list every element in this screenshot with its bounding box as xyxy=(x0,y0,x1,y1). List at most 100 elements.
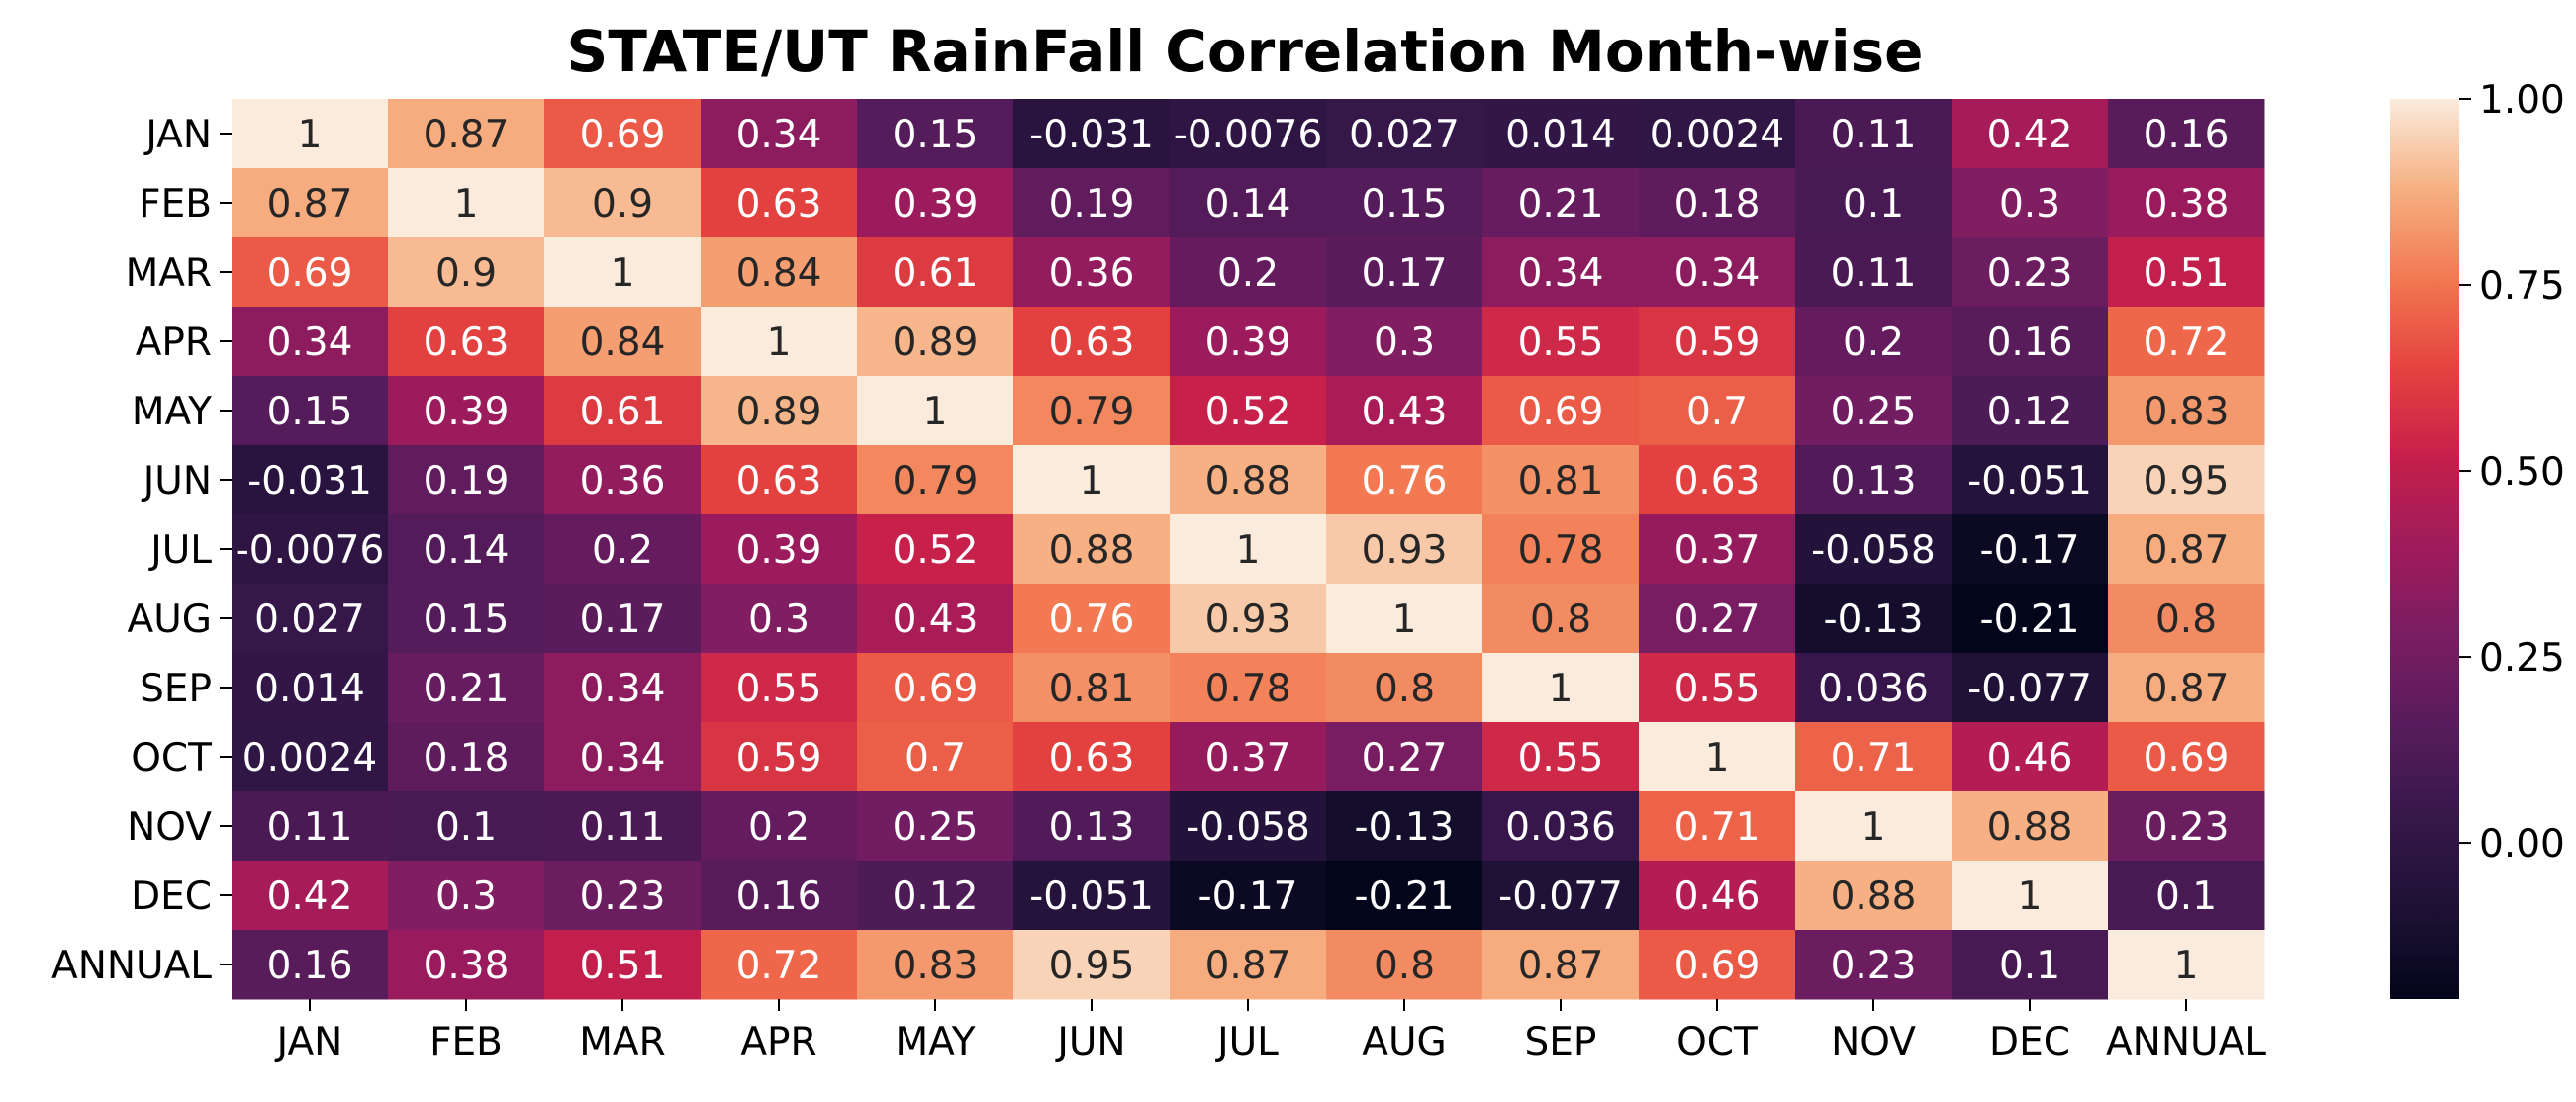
heatmap-cell xyxy=(857,237,1014,308)
heatmap-cell xyxy=(857,722,1014,792)
heatmap-cell xyxy=(1639,791,1796,862)
cell-value-label: 0.15 xyxy=(1362,182,1448,227)
cell-value-label: 0.36 xyxy=(1049,251,1135,296)
heatmap-cell xyxy=(1326,445,1483,515)
cell-value-label: 0.1 xyxy=(1999,944,2060,988)
heatmap-cell xyxy=(2108,722,2265,792)
cell-value-label: 0.78 xyxy=(1205,667,1291,711)
colorbar-tick-label: 0.75 xyxy=(2479,264,2565,309)
cell-value-label: 0.93 xyxy=(1362,528,1448,573)
heatmap-cell xyxy=(544,653,702,723)
cell-value-label: 0.8 xyxy=(1374,944,1435,988)
cell-annotations: 1 0.87 0.69 0.34 0.15 -0.031 -0.0076 0.027 0.014… xyxy=(236,113,2230,988)
colorbar: 1.00 0.75 0.50 0.25 0.00 xyxy=(2390,78,2565,999)
cell-value-label: 0.23 xyxy=(1987,251,2073,296)
heatmap-cell xyxy=(1482,445,1640,515)
cell-value-label: 0.55 xyxy=(1674,667,1761,711)
y-tick-label: JUN xyxy=(141,459,212,504)
heatmap-cell xyxy=(701,930,858,1000)
heatmap-cell xyxy=(2108,791,2265,862)
heatmap-cell xyxy=(1639,514,1796,585)
heatmap-cell xyxy=(1639,930,1796,1000)
heatmap-cell xyxy=(388,791,545,862)
x-tick-label: MAR xyxy=(579,1020,665,1064)
heatmap-cell xyxy=(1952,307,2109,377)
cell-value-label: 0.78 xyxy=(1518,528,1604,573)
cell-value-label: 1 xyxy=(2018,874,2043,919)
cell-value-label: 0.036 xyxy=(1818,667,1929,711)
heatmap-cell xyxy=(2108,99,2265,169)
heatmap-cell xyxy=(388,237,545,308)
cell-value-label: 0.69 xyxy=(267,251,353,296)
heatmap-cell xyxy=(1795,861,1953,931)
cell-value-label: 0.11 xyxy=(267,805,353,850)
cell-value-label: 0.34 xyxy=(1518,251,1604,296)
cell-value-label: 0.46 xyxy=(1674,874,1761,919)
heatmap-cell xyxy=(388,584,545,654)
cell-value-label: 0.84 xyxy=(736,251,822,296)
heatmap-cell xyxy=(388,930,545,1000)
heatmap-cell xyxy=(857,307,1014,377)
heatmap-cell xyxy=(544,861,702,931)
heatmap-cell xyxy=(544,445,702,515)
heatmap-cell xyxy=(544,930,702,1000)
cell-value-label: 0.71 xyxy=(1674,805,1761,850)
cell-value-label: 0.014 xyxy=(1505,113,1616,157)
cell-value-label: 0.014 xyxy=(254,667,365,711)
heatmap-cell xyxy=(1482,168,1640,238)
cell-value-label: 1 xyxy=(1861,805,1886,850)
cell-value-label: 0.0024 xyxy=(1650,113,1784,157)
cell-value-label: 0.95 xyxy=(1049,944,1135,988)
cell-value-label: 0.19 xyxy=(1049,182,1135,227)
heatmap-cell xyxy=(701,584,858,654)
colorbar-tick-label: 1.00 xyxy=(2479,78,2565,123)
cell-value-label: 0.18 xyxy=(424,736,510,781)
heatmap-cell xyxy=(232,99,389,169)
heatmap-cell xyxy=(544,168,702,238)
heatmap-cell xyxy=(544,307,702,377)
cell-value-label: 0.69 xyxy=(1674,944,1761,988)
heatmap-cell xyxy=(232,237,389,308)
cell-value-label: 0.15 xyxy=(893,113,979,157)
heatmap-cell xyxy=(857,584,1014,654)
heatmap-cell xyxy=(388,445,545,515)
x-tick-label: OCT xyxy=(1676,1020,1758,1064)
cell-value-label: 0.71 xyxy=(1831,736,1917,781)
cell-value-label: 0.036 xyxy=(1505,805,1616,850)
heatmap-cell xyxy=(1326,168,1483,238)
heatmap-cell xyxy=(1013,653,1171,723)
cell-value-label: 0.7 xyxy=(905,736,966,781)
cell-value-label: -0.077 xyxy=(1498,874,1623,919)
heatmap-cell xyxy=(1952,376,2109,446)
heatmap-cell xyxy=(1639,237,1796,308)
cell-value-label: 0.39 xyxy=(1205,321,1291,365)
cell-value-label: -0.13 xyxy=(1355,805,1455,850)
heatmap-cell xyxy=(1170,99,1327,169)
cell-value-label: 0.25 xyxy=(893,805,979,850)
cell-value-label: 1 xyxy=(298,113,323,157)
heatmap-cell xyxy=(1639,376,1796,446)
heatmap-cell xyxy=(1482,237,1640,308)
cell-value-label: 0.8 xyxy=(1530,597,1591,642)
heatmap-cell xyxy=(1170,861,1327,931)
cell-value-label: 1 xyxy=(611,251,635,296)
heatmap-cell xyxy=(1952,653,2109,723)
heatmap-cell xyxy=(1013,307,1171,377)
heatmap-cell xyxy=(1170,653,1327,723)
heatmap-cell xyxy=(1482,861,1640,931)
y-tick-label: JUL xyxy=(147,528,212,573)
cell-value-label: 0.63 xyxy=(736,459,822,504)
heatmap-cell xyxy=(1326,376,1483,446)
heatmap-cell xyxy=(388,307,545,377)
cell-value-label: 0.16 xyxy=(267,944,353,988)
cell-value-label: 0.23 xyxy=(580,874,666,919)
heatmap-cell xyxy=(1326,930,1483,1000)
cell-value-label: 0.51 xyxy=(580,944,666,988)
heatmap-cell xyxy=(1639,861,1796,931)
heatmap-cells xyxy=(232,99,2265,1000)
cell-value-label: 0.52 xyxy=(1205,390,1291,434)
cell-value-label: 0.3 xyxy=(748,597,810,642)
y-tick-label: AUG xyxy=(128,597,212,642)
cell-value-label: 1 xyxy=(1549,667,1574,711)
heatmap-cell xyxy=(388,861,545,931)
